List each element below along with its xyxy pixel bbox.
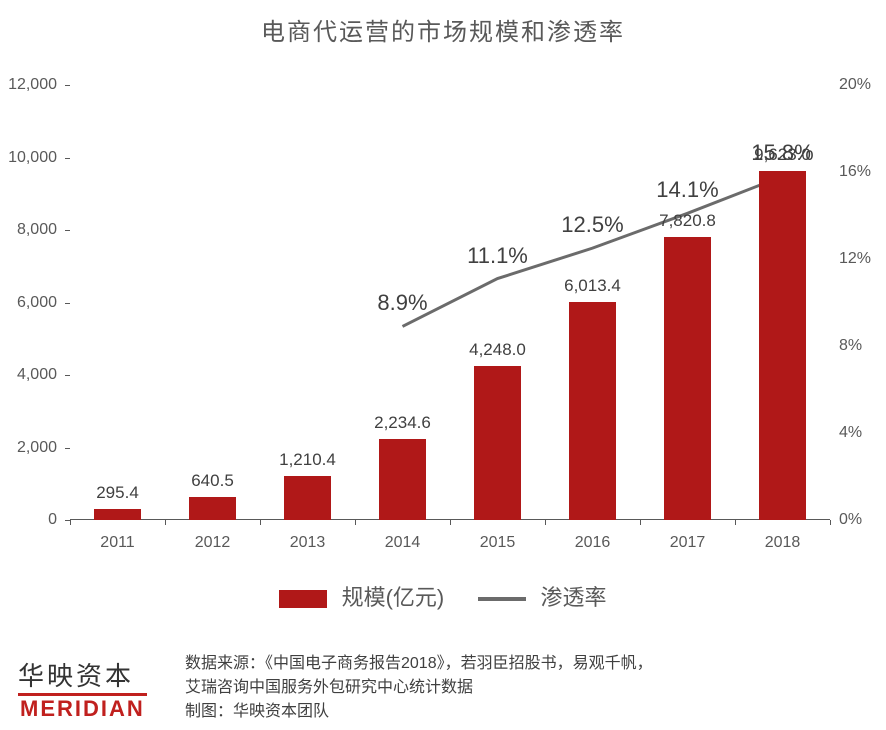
line-value-label: 14.1% [656,177,718,203]
bar-value-label: 4,248.0 [469,340,526,360]
y-right-tick: 8% [839,337,862,355]
line-value-label: 12.5% [561,212,623,238]
line-value-label: 11.1% [467,243,528,269]
bar [569,302,617,520]
bar [474,366,522,520]
x-axis: 2011 2012 2013 2014 2015 2016 2017 2018 [70,528,830,558]
bar-value-label: 6,013.4 [564,276,621,296]
chart-title: 电商代运营的市场规模和渗透率 [0,0,886,47]
y-left-tick: 10,000 [8,149,57,167]
bar [94,509,142,520]
bar [284,476,332,520]
y-axis-left: 02,0004,0006,0008,00010,00012,000 [0,85,65,520]
legend-label-line: 渗透率 [541,585,607,610]
legend-swatch-bars [279,590,327,608]
x-tick: 2011 [100,534,134,552]
footer: 华映资本 MERIDIAN 数据来源：《中国电子商务报告2018》，若羽臣招股书… [0,650,886,730]
source-line-2: 艾瑞咨询中国服务外包研究中心统计数据 [185,676,653,700]
y-right-tick: 0% [839,511,862,529]
x-tick: 2013 [290,534,326,552]
y-left-tick: 12,000 [8,76,57,94]
x-tick: 2014 [385,534,421,552]
y-left-tick: 8,000 [17,221,57,239]
logo-cn: 华映资本 [18,656,147,693]
line-value-label: 15.8% [751,140,813,166]
x-tick: 2015 [480,534,516,552]
line-series [70,85,830,520]
y-left-tick: 6,000 [17,294,57,312]
bar [664,237,712,521]
y-axis-right: 0%4%8%12%16%20% [831,85,886,520]
source-line-3: 制图：华映资本团队 [185,700,653,724]
plot-area: 295.4 640.5 1,210.4 2,234.6 4,248.0 6,013.4 7,… [70,85,830,520]
x-tick: 2017 [670,534,706,552]
legend-item-line: 渗透率 [478,580,606,612]
x-tick: 2012 [195,534,231,552]
source-line-1: 数据来源：《中国电子商务报告2018》，若羽臣招股书，易观千帆， [185,652,653,676]
y-right-tick: 4% [839,424,862,442]
legend-label-bars: 规模(亿元) [342,585,445,610]
legend-item-bars: 规模(亿元) [279,580,444,612]
chart-container: 电商代运营的市场规模和渗透率 0 2,000 4,000 6,000 8,000 10,0… [0,0,886,730]
y-left-tick: 2,000 [17,439,57,457]
logo: 华映资本 MERIDIAN [18,656,147,722]
bar-value-label: 2,234.6 [374,413,431,433]
bar-value-label: 1,210.4 [279,450,336,470]
legend-line-swatch [478,597,526,601]
y-left-tick: 0 [48,511,57,529]
logo-en: MERIDIAN [18,693,147,722]
y-right-tick: 20% [839,76,871,94]
x-tick: 2018 [765,534,801,552]
bar-value-label: 7,820.8 [659,211,716,231]
line-value-label: 8.9% [377,290,427,316]
y-right-tick: 12% [839,250,871,268]
y-right-tick: 16% [839,163,871,181]
bar-value-label: 640.5 [191,471,234,491]
bar [759,171,807,520]
legend: 规模(亿元) 渗透率 [0,580,886,612]
bar [189,497,237,520]
bar [379,439,427,520]
bar-value-label: 295.4 [96,483,139,503]
source-text: 数据来源：《中国电子商务报告2018》，若羽臣招股书，易观千帆， 艾瑞咨询中国服… [185,652,653,724]
x-tick: 2016 [575,534,611,552]
y-left-tick: 4,000 [17,366,57,384]
